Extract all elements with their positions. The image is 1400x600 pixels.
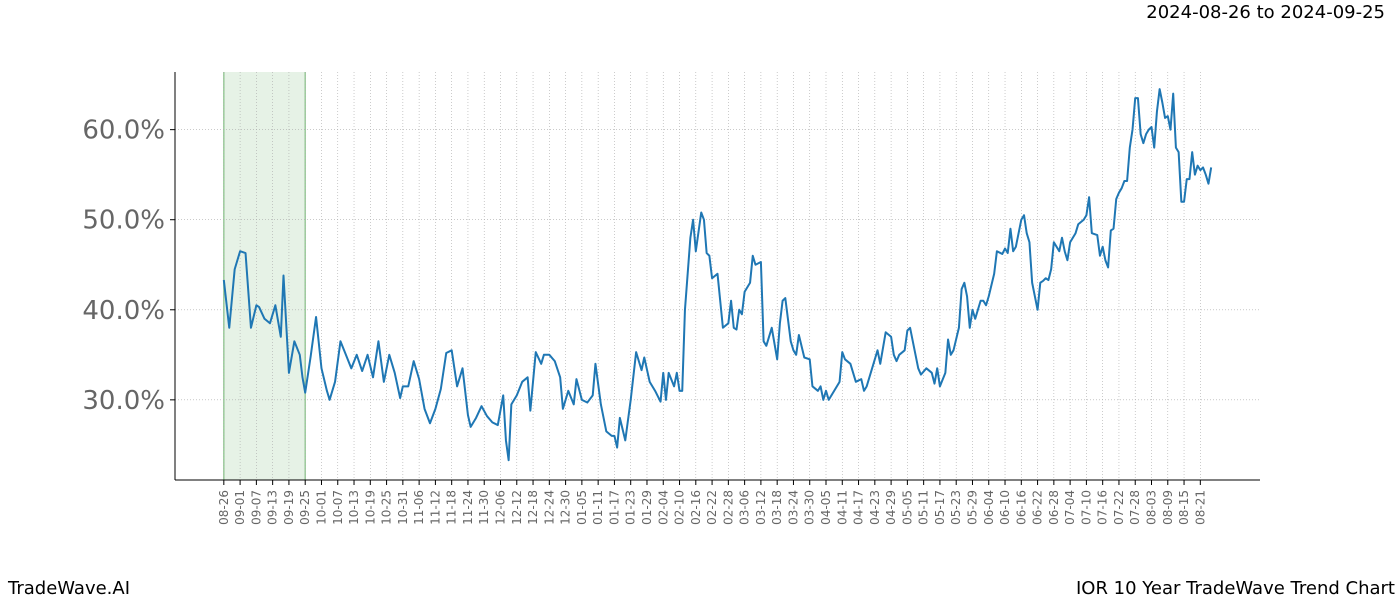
x-tick-label: 03-18 xyxy=(770,490,784,525)
x-tick-label: 09-13 xyxy=(266,490,280,525)
x-tick-label: 02-16 xyxy=(689,490,703,525)
x-tick-label: 05-05 xyxy=(900,490,914,525)
x-tick-label: 07-28 xyxy=(1128,490,1142,525)
x-tick-label: 02-22 xyxy=(705,490,719,525)
x-tick-label: 11-06 xyxy=(412,490,426,525)
x-tick-label: 09-25 xyxy=(298,490,312,525)
x-tick-label: 07-16 xyxy=(1096,490,1110,525)
x-tick-label: 10-07 xyxy=(331,490,345,525)
x-tick-label: 07-10 xyxy=(1079,490,1093,525)
x-tick-label: 10-25 xyxy=(380,490,394,525)
x-tick-label: 06-28 xyxy=(1047,490,1061,525)
x-tick-label: 04-29 xyxy=(884,490,898,525)
x-tick-label: 05-11 xyxy=(917,490,931,525)
y-tick-label: 30.0% xyxy=(82,386,165,416)
x-tick-label: 10-13 xyxy=(347,490,361,525)
x-tick-label: 11-12 xyxy=(428,490,442,525)
x-tick-label: 06-04 xyxy=(982,490,996,525)
x-tick-label: 05-17 xyxy=(933,490,947,525)
x-tick-label: 01-11 xyxy=(591,490,605,525)
x-tick-label: 07-04 xyxy=(1063,490,1077,525)
x-tick-label: 04-11 xyxy=(835,490,849,525)
x-tick-label: 02-28 xyxy=(721,490,735,525)
x-tick-label: 01-05 xyxy=(575,490,589,525)
x-tick-label: 01-17 xyxy=(607,490,621,525)
highlight-period xyxy=(223,72,306,480)
x-tick-label: 06-16 xyxy=(1014,490,1028,525)
x-tick-label: 04-17 xyxy=(852,490,866,525)
x-tick-label: 11-18 xyxy=(445,490,459,525)
x-tick-label: 12-30 xyxy=(559,490,573,525)
x-tick-label: 08-15 xyxy=(1177,490,1191,525)
x-tick-label: 08-21 xyxy=(1193,490,1207,525)
x-tick-label: 09-07 xyxy=(249,490,263,525)
date-range: 2024-08-26 to 2024-09-25 xyxy=(1146,2,1385,23)
x-tick-label: 12-18 xyxy=(526,490,540,525)
x-tick-label: 09-19 xyxy=(282,490,296,525)
x-tick-label: 03-12 xyxy=(754,490,768,525)
brand: TradeWave.AI xyxy=(7,578,130,599)
plot-area: 08-26 09-01 09-07 09-13 09-19 09-25 10-01 10-07… xyxy=(82,72,1260,525)
x-tick-label: 02-10 xyxy=(673,490,687,525)
x-tick-label: 07-22 xyxy=(1112,490,1126,525)
x-tick-label: 05-23 xyxy=(949,490,963,525)
x-tick-label: 11-30 xyxy=(477,490,491,525)
x-tick-label: 10-31 xyxy=(396,490,410,525)
x-tick-label: 08-03 xyxy=(1145,490,1159,525)
y-tick-label: 50.0% xyxy=(82,206,165,236)
x-tick-label: 04-05 xyxy=(819,490,833,525)
x-tick-label: 10-01 xyxy=(314,490,328,525)
chart-title: IOR 10 Year TradeWave Trend Chart xyxy=(1076,578,1395,599)
x-tick-label: 05-29 xyxy=(965,490,979,525)
x-tick-label: 12-12 xyxy=(510,490,524,525)
x-tick-label: 08-26 xyxy=(217,490,231,525)
x-tick-label: 09-01 xyxy=(233,490,247,525)
x-tick-label: 03-24 xyxy=(786,490,800,525)
x-tick-label: 02-04 xyxy=(656,490,670,525)
y-tick-label: 60.0% xyxy=(82,116,165,146)
x-tick-label: 03-30 xyxy=(803,490,817,525)
x-tick-label: 06-10 xyxy=(998,490,1012,525)
y-tick-label: 40.0% xyxy=(82,296,165,326)
x-tick-label: 12-24 xyxy=(542,490,556,525)
trend-line xyxy=(222,88,1213,462)
x-tick-label: 11-24 xyxy=(461,490,475,525)
x-tick-label: 01-29 xyxy=(640,490,654,525)
x-tick-label: 06-22 xyxy=(1031,490,1045,525)
x-tick-label: 10-19 xyxy=(363,490,377,525)
x-tick-label: 01-23 xyxy=(624,490,638,525)
x-tick-label: 08-09 xyxy=(1161,490,1175,525)
x-tick-label: 04-23 xyxy=(868,490,882,525)
x-tick-label: 03-06 xyxy=(738,490,752,525)
x-tick-label: 12-06 xyxy=(494,490,508,525)
